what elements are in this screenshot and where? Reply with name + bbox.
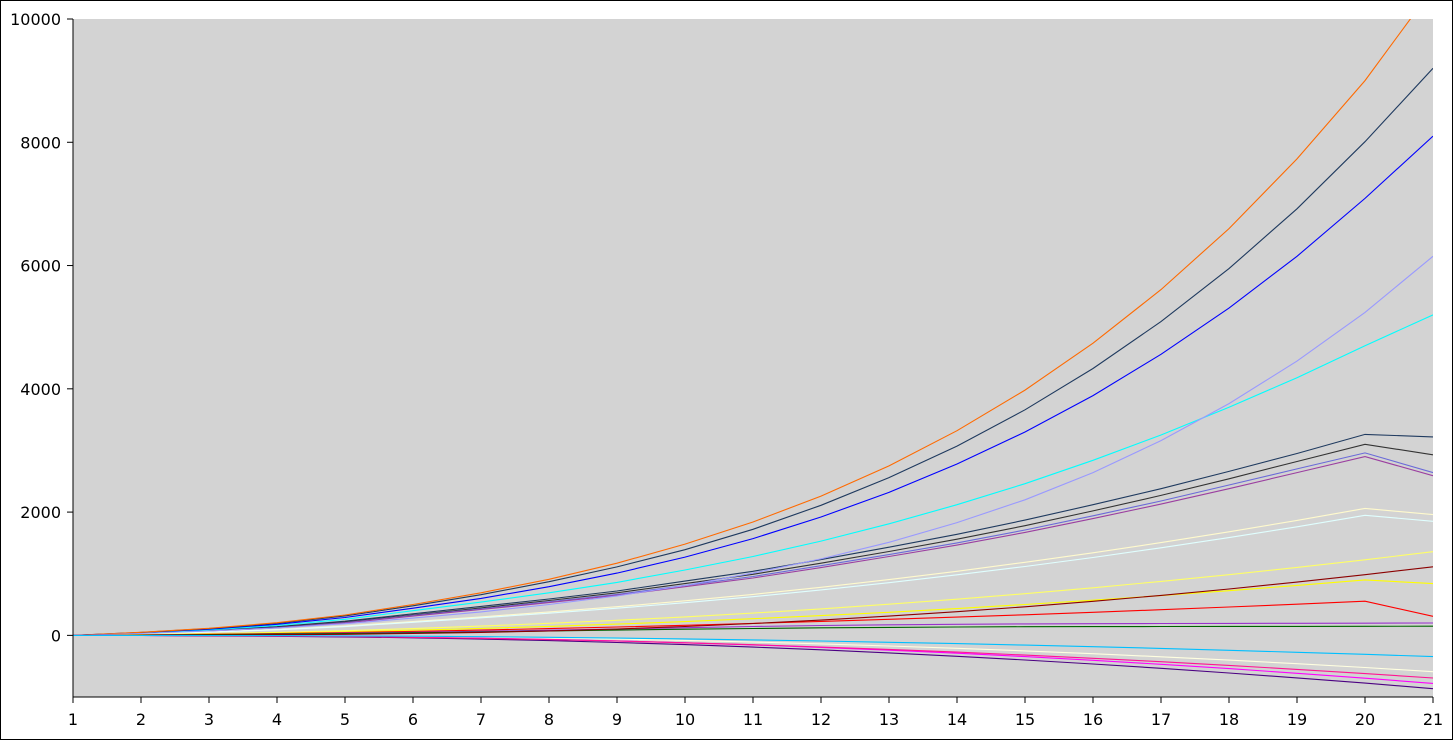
x-tick-label: 13 xyxy=(879,710,899,729)
series-line-13 xyxy=(73,579,1433,636)
x-tick-label: 2 xyxy=(136,710,146,729)
x-tick-label: 21 xyxy=(1423,710,1443,729)
y-tick-label: 0 xyxy=(51,626,61,645)
y-tick-label: 2000 xyxy=(20,503,61,522)
axes-layer: 1 2 3 4 5 6 7 8 9 10 11 12 13 14 15 16 17 18 19 20 210200040… xyxy=(10,10,1443,729)
series-line-9 xyxy=(73,67,1433,636)
x-tick-label: 15 xyxy=(1015,710,1035,729)
x-tick-label: 9 xyxy=(612,710,622,729)
x-tick-label: 6 xyxy=(408,710,418,729)
x-tick-label: 5 xyxy=(340,710,350,729)
x-tick-label: 16 xyxy=(1083,710,1103,729)
x-tick-label: 1 xyxy=(68,710,78,729)
x-tick-label: 14 xyxy=(947,710,967,729)
series-line-21 xyxy=(73,634,1433,679)
y-tick-label: 6000 xyxy=(20,257,61,276)
series-line-19 xyxy=(73,566,1433,636)
x-tick-label: 12 xyxy=(811,710,831,729)
plot-area xyxy=(73,19,1433,697)
x-tick-label: 19 xyxy=(1287,710,1307,729)
x-tick-label: 3 xyxy=(204,710,214,729)
x-tick-label: 11 xyxy=(743,710,763,729)
series-line-8 xyxy=(73,135,1433,636)
x-tick-label: 20 xyxy=(1355,710,1375,729)
y-tick-label: 10000 xyxy=(10,10,61,29)
y-tick-label: 4000 xyxy=(20,380,61,399)
x-tick-label: 8 xyxy=(544,710,554,729)
x-tick-label: 17 xyxy=(1151,710,1171,729)
y-tick-label: 8000 xyxy=(20,133,61,152)
series-line-12 xyxy=(73,551,1433,636)
x-tick-label: 18 xyxy=(1219,710,1239,729)
series-line-16 xyxy=(73,625,1433,636)
x-tick-label: 4 xyxy=(272,710,282,729)
series-layer xyxy=(73,19,1433,690)
series-line-1 xyxy=(73,433,1433,636)
series-line-11 xyxy=(73,255,1433,636)
series-line-10 xyxy=(73,19,1412,636)
series-line-22 xyxy=(73,634,1433,658)
series-line-6 xyxy=(73,514,1433,636)
x-tick-label: 10 xyxy=(675,710,695,729)
x-tick-label: 7 xyxy=(476,710,486,729)
